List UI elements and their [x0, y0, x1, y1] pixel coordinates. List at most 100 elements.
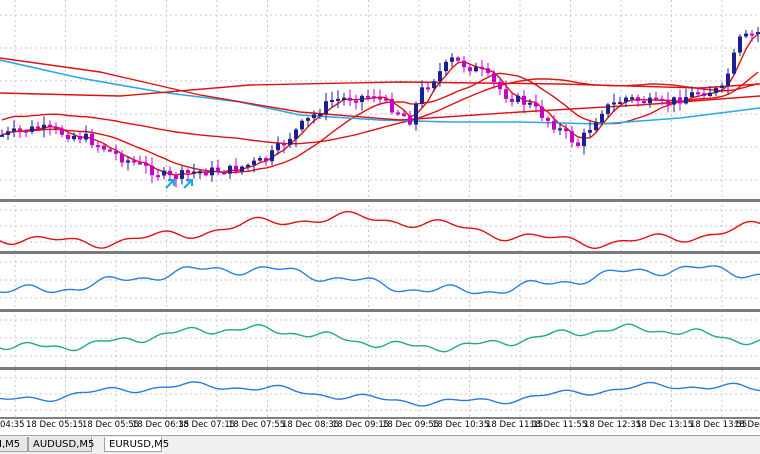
candle-body [42, 124, 46, 129]
candle-body [390, 98, 394, 113]
candle-body [552, 120, 556, 130]
candle-body [480, 66, 484, 69]
candle-body [528, 102, 532, 105]
tab-eurusd-m5[interactable]: EURUSD,M5 [104, 437, 169, 452]
candle-body [150, 165, 154, 176]
candle-body [120, 153, 124, 163]
candle-body [360, 95, 364, 103]
candle-body [630, 97, 634, 100]
candle-body [690, 92, 694, 98]
candle-body [678, 97, 682, 104]
candle-body [414, 103, 418, 125]
pane-separator [0, 309, 760, 312]
candle-body [168, 170, 172, 176]
candle-body [276, 143, 280, 151]
candle-body [6, 131, 10, 135]
candle-body [450, 57, 454, 62]
candle-body [114, 150, 118, 154]
candle-body [576, 142, 580, 147]
candle-body [84, 133, 88, 140]
candle-body [594, 122, 598, 131]
candle-body [708, 92, 712, 96]
ma-blue-line [0, 59, 760, 125]
candle-body [30, 126, 34, 132]
candle-body [570, 131, 574, 143]
candle-body [420, 87, 424, 104]
candle-body [186, 170, 190, 173]
candle-body [162, 170, 166, 176]
candle-body [462, 60, 466, 68]
candle-body [486, 68, 490, 74]
candle-body [306, 118, 310, 121]
candle-body [384, 98, 388, 101]
candle-body [672, 97, 676, 105]
indicator4-line [0, 381, 760, 407]
candle-body [726, 73, 730, 86]
candle-body [534, 102, 538, 107]
candle-body [264, 158, 268, 162]
candle-body [612, 102, 616, 105]
candle-body [174, 175, 178, 179]
candle-body [540, 106, 544, 118]
candle-body [336, 98, 340, 101]
indicator1-line [0, 210, 760, 250]
time-axis-label: 18 Dec 12:35 [584, 420, 642, 430]
candle-body [720, 85, 724, 88]
candle-body [348, 97, 352, 101]
candle-body [72, 135, 76, 140]
candle-body [60, 128, 64, 135]
time-axis-label: 18 Dec 10:35 [432, 420, 490, 430]
candle-body [756, 32, 760, 35]
candle-body [408, 116, 412, 125]
time-axis-label: 18 Dec 05:55 [82, 420, 140, 430]
candle-body [750, 33, 754, 36]
candle-body [240, 166, 244, 172]
time-axis-label: 18 Dec 06:35 [132, 420, 190, 430]
candle-body [546, 117, 550, 121]
time-axis-label: 18 Dec 08:35 [282, 420, 340, 430]
candle-body [624, 97, 628, 103]
candle-body [474, 66, 478, 72]
indicator2-line [0, 265, 760, 295]
candle-body [324, 101, 328, 115]
candle-body [312, 114, 316, 119]
ma-long-line [0, 81, 760, 97]
candle-body [294, 129, 298, 139]
candle-body [354, 100, 358, 103]
time-axis-label: 18 Dec 13:15 [636, 420, 694, 430]
candle-body [102, 145, 106, 150]
candle-body [366, 95, 370, 98]
candle-body [282, 143, 286, 146]
candle-body [78, 135, 82, 140]
candle-body [642, 101, 646, 104]
candle-body [498, 81, 502, 90]
candle-body [516, 95, 520, 102]
time-axis-label: 18 Dec 07:15 [178, 420, 236, 430]
candle-body [138, 162, 142, 165]
candle-body [36, 126, 40, 129]
pane-separator [0, 199, 760, 202]
candle-body [738, 36, 742, 53]
tab-m5[interactable]: I,M5 [0, 437, 28, 452]
tab-audusd-m5[interactable]: AUDUSD,M5 [28, 437, 94, 452]
time-axis-label: 18 Dec 05:15 [26, 420, 84, 430]
candle-body [108, 149, 112, 152]
candle-body [702, 93, 706, 96]
candle-body [12, 128, 16, 132]
candle-body [54, 126, 58, 129]
signal-arrows [165, 178, 194, 189]
ma-long2-line [0, 57, 760, 121]
candle-body [660, 98, 664, 101]
candle-body [438, 71, 442, 82]
price-chart-window[interactable] [0, 0, 760, 435]
candle-body [588, 130, 592, 133]
time-axis-label: 18 Dec 07:55 [228, 420, 286, 430]
candle-body [696, 92, 700, 95]
time-axis-label: 04:35 [0, 420, 25, 430]
candle-body [666, 100, 670, 105]
candle-body [330, 99, 334, 102]
candle-body [258, 158, 262, 161]
candle-body [204, 171, 208, 176]
candle-body [444, 61, 448, 72]
candle-body [156, 175, 160, 178]
